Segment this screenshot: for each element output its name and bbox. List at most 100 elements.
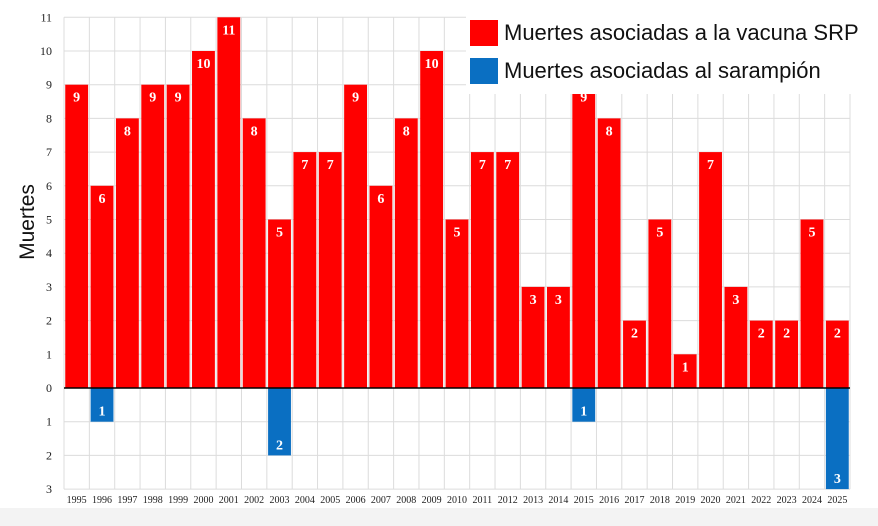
x-tick-label: 2006 xyxy=(346,495,366,506)
data-label-vaccine: 9 xyxy=(175,91,182,106)
y-tick-label: 7 xyxy=(46,145,52,159)
bar-vaccine xyxy=(394,118,418,389)
legend-item-vaccine: Muertes asociadas a la vacuna SRP xyxy=(470,14,859,52)
x-tick-label: 2009 xyxy=(422,495,442,506)
data-label-measles: 3 xyxy=(834,472,841,487)
bar-vaccine xyxy=(648,219,672,388)
y-tick-label: 0 xyxy=(46,381,52,395)
x-tick-label: 2002 xyxy=(244,495,264,506)
x-tick-label: 1995 xyxy=(67,495,87,506)
y-tick-label: 1 xyxy=(46,347,52,361)
data-label-vaccine: 8 xyxy=(403,124,410,139)
x-tick-label: 2021 xyxy=(726,495,746,506)
x-tick-label: 2025 xyxy=(827,495,847,506)
x-tick-label: 2010 xyxy=(447,495,467,506)
y-tick-label: 11 xyxy=(40,10,52,24)
data-label-vaccine: 9 xyxy=(149,91,156,106)
bar-vaccine xyxy=(65,84,89,388)
data-label-vaccine: 3 xyxy=(732,293,739,308)
data-label-vaccine: 9 xyxy=(580,91,587,106)
bar-vaccine xyxy=(470,152,494,388)
x-tick-label: 2008 xyxy=(396,495,416,506)
y-tick-label: 3 xyxy=(46,482,52,496)
bar-vaccine xyxy=(496,152,520,388)
bar-vaccine xyxy=(166,84,190,388)
y-tick-label: 6 xyxy=(46,179,52,193)
data-label-vaccine: 1 xyxy=(682,360,689,375)
data-label-vaccine: 2 xyxy=(783,327,790,342)
x-tick-label: 1998 xyxy=(143,495,163,506)
legend-swatch-measles xyxy=(470,58,498,84)
bar-vaccine xyxy=(724,286,748,388)
bar-measles xyxy=(90,388,114,422)
data-label-vaccine: 9 xyxy=(73,91,80,106)
data-label-measles: 2 xyxy=(276,438,283,453)
y-tick-label: 8 xyxy=(46,111,52,125)
data-label-vaccine: 2 xyxy=(834,327,841,342)
bar-vaccine xyxy=(192,51,215,388)
data-label-vaccine: 3 xyxy=(555,293,562,308)
data-label-vaccine: 5 xyxy=(454,226,461,241)
data-label-vaccine: 7 xyxy=(479,158,486,173)
legend-item-measles: Muertes asociadas al sarampión xyxy=(470,52,859,90)
bar-vaccine xyxy=(673,354,697,388)
data-label-measles: 1 xyxy=(580,405,587,420)
bar-vaccine xyxy=(344,84,368,388)
x-tick-label: 2004 xyxy=(295,495,315,506)
x-tick-label: 2017 xyxy=(624,495,644,506)
data-label-measles: 1 xyxy=(99,405,106,420)
data-label-vaccine: 8 xyxy=(606,124,613,139)
data-label-vaccine: 8 xyxy=(251,124,258,139)
y-axis-label: Muertes xyxy=(16,184,39,260)
bar-vaccine xyxy=(369,185,393,388)
data-label-vaccine: 7 xyxy=(707,158,714,173)
x-tick-label: 2011 xyxy=(473,495,493,506)
data-label-vaccine: 5 xyxy=(656,226,663,241)
x-tick-label: 2005 xyxy=(320,495,340,506)
bar-measles xyxy=(825,388,849,490)
x-tick-label: 1997 xyxy=(117,495,137,506)
y-tick-label: 2 xyxy=(46,314,52,328)
x-tick-label: 2022 xyxy=(751,495,771,506)
y-tick-label: 2 xyxy=(46,448,52,462)
x-tick-label: 2013 xyxy=(523,495,543,506)
bar-vaccine xyxy=(420,51,444,388)
bar-vaccine xyxy=(268,219,291,388)
x-tick-label: 2000 xyxy=(193,495,213,506)
data-label-vaccine: 10 xyxy=(196,57,210,72)
x-tick-label: 2003 xyxy=(270,495,290,506)
y-tick-label: 5 xyxy=(46,213,52,227)
bar-vaccine xyxy=(699,152,722,388)
x-tick-label: 2019 xyxy=(675,495,695,506)
data-label-vaccine: 7 xyxy=(327,158,334,173)
x-tick-label: 2014 xyxy=(548,495,568,506)
x-tick-label: 2012 xyxy=(498,495,518,506)
bar-vaccine xyxy=(115,118,139,389)
bar-vaccine xyxy=(775,320,799,388)
bar-vaccine xyxy=(825,320,849,388)
legend-label-vaccine: Muertes asociadas a la vacuna SRP xyxy=(504,20,859,45)
data-label-vaccine: 7 xyxy=(504,158,511,173)
x-tick-label: 2001 xyxy=(219,495,239,506)
x-tick-label: 2020 xyxy=(701,495,721,506)
y-tick-label: 10 xyxy=(40,44,52,58)
data-label-vaccine: 5 xyxy=(808,226,815,241)
data-label-vaccine: 11 xyxy=(222,23,235,38)
y-tick-label: 9 xyxy=(46,78,52,92)
y-tick-label: 1 xyxy=(46,415,52,429)
bar-vaccine xyxy=(800,219,824,388)
legend-label-measles: Muertes asociadas al sarampión xyxy=(504,58,821,83)
bottom-strip xyxy=(0,508,878,526)
x-tick-label: 2016 xyxy=(599,495,619,506)
bar-vaccine xyxy=(141,84,165,388)
bar-measles xyxy=(572,388,596,422)
bar-vaccine xyxy=(90,185,114,388)
legend-swatch-vaccine xyxy=(470,20,498,46)
data-label-vaccine: 7 xyxy=(301,158,308,173)
x-tick-label: 1999 xyxy=(168,495,188,506)
bar-vaccine xyxy=(572,84,596,388)
data-label-vaccine: 5 xyxy=(276,226,283,241)
data-label-vaccine: 3 xyxy=(530,293,537,308)
legend: Muertes asociadas a la vacuna SRP Muerte… xyxy=(466,14,865,94)
